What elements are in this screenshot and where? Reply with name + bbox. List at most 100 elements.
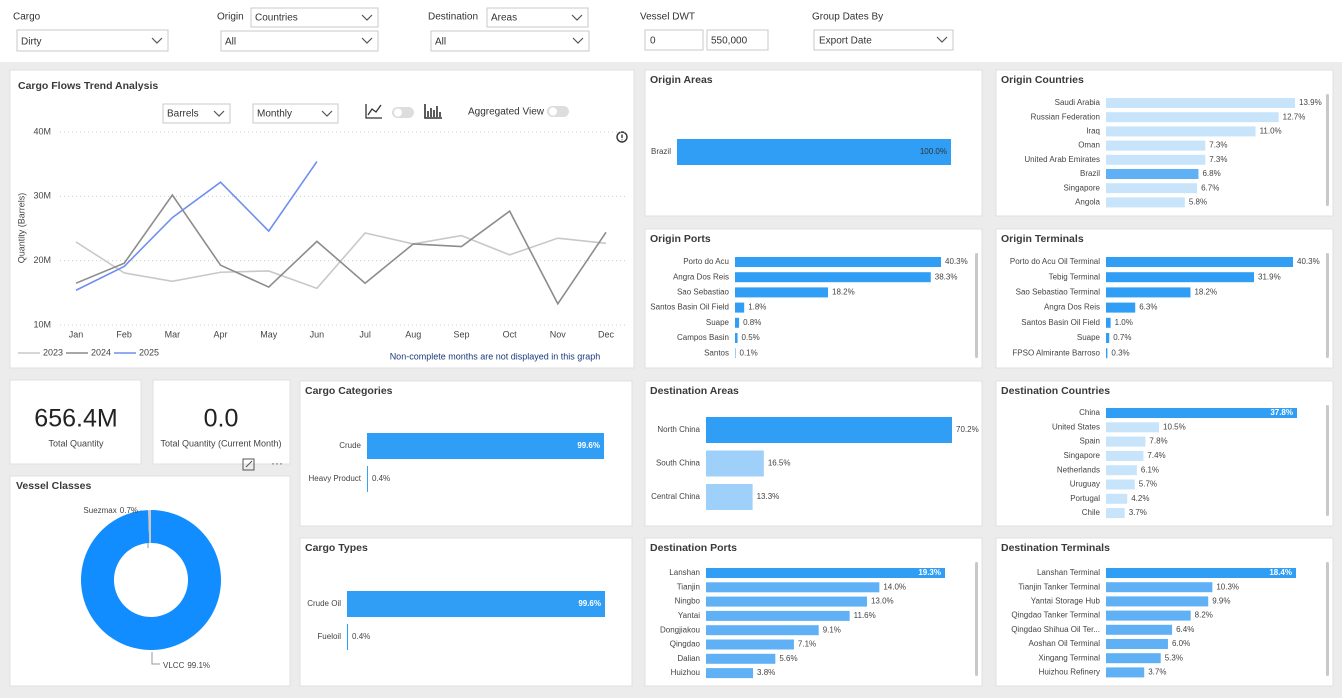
dropdown[interactable] (220, 30, 379, 52)
category-label: Xingang Terminal (1038, 653, 1100, 662)
value-label: 10.3% (1216, 582, 1239, 591)
dropdown[interactable] (430, 30, 590, 52)
x-tick-label: Feb (116, 329, 132, 339)
bar (735, 272, 931, 283)
legend-label: 2024 (91, 347, 111, 357)
scrollbar[interactable] (1326, 94, 1329, 206)
dropdown-value: Areas (491, 13, 517, 24)
dropdown[interactable] (252, 103, 339, 124)
panel-title: Destination Countries (1001, 385, 1110, 397)
panel-title: Destination Areas (650, 385, 739, 397)
value-label: 99.6% (577, 441, 600, 450)
more-icon[interactable]: ··· (271, 456, 283, 470)
y-tick-label: 30M (33, 191, 51, 201)
bar (1106, 183, 1198, 194)
donut-slice (147, 510, 151, 544)
dropdown[interactable] (162, 103, 231, 124)
chevron (361, 37, 373, 44)
bar (735, 257, 941, 267)
dropdown-value: Countries (255, 13, 298, 24)
panel (995, 228, 1334, 369)
value-label: 37.8% (1270, 408, 1293, 417)
bar (706, 484, 753, 510)
x-tick-label: Jan (69, 329, 84, 339)
bar (1106, 333, 1110, 343)
value-label: 3.8% (757, 668, 775, 677)
bar (367, 433, 604, 459)
bar (1106, 667, 1145, 678)
scrollbar[interactable] (1326, 405, 1329, 516)
value-label: 40.3% (945, 257, 968, 266)
bar (706, 596, 867, 607)
value-label: 14.0% (883, 582, 906, 591)
category-label: Uruguay (1070, 480, 1100, 489)
chevron (571, 14, 583, 21)
scrollbar[interactable] (975, 253, 978, 358)
input-value: 0 (650, 36, 656, 47)
value-label: 7.8% (1149, 437, 1167, 446)
scrollbar[interactable] (1326, 562, 1329, 676)
bar (1106, 154, 1206, 165)
info-icon[interactable] (616, 131, 628, 143)
panel (644, 228, 983, 369)
dropdown[interactable] (250, 7, 379, 28)
value-label: 40.3% (1297, 257, 1320, 266)
y-tick-label: 40M (33, 126, 51, 136)
dropdown-value: Dirty (21, 37, 42, 48)
series-line (75, 232, 607, 290)
value-label: 13.9% (1299, 98, 1322, 107)
bar (1106, 582, 1213, 593)
value-label: 3.7% (1148, 668, 1166, 677)
category-label: Huizhou (671, 668, 700, 677)
category-label: Tianjin Tanker Terminal (1018, 582, 1100, 591)
bar (1106, 624, 1173, 635)
dropdown[interactable] (486, 7, 589, 28)
category-label: United States (1052, 422, 1100, 431)
category-label: Brazil (651, 147, 671, 156)
scrollbar[interactable] (1326, 253, 1329, 358)
category-label: Angola (1075, 198, 1100, 207)
category-label: South China (656, 459, 701, 468)
legend-label: 2023 (43, 347, 63, 357)
bar (706, 639, 794, 650)
chevron (321, 110, 333, 117)
category-label: Sao Sebastiao (677, 288, 730, 297)
scrollbar[interactable] (975, 562, 978, 676)
kpi-label: Total Quantity (Current Month) (160, 438, 281, 448)
value-label: 0.3% (1111, 348, 1129, 357)
number-input[interactable] (706, 29, 769, 51)
value-label: 11.0% (1260, 127, 1282, 136)
value-label: 13.3% (757, 492, 780, 501)
chevron (936, 36, 948, 43)
expand-icon[interactable] (242, 458, 255, 471)
value-label: 3.7% (1129, 508, 1147, 517)
kpi-card (152, 379, 291, 465)
category-label: Russian Federation (1031, 112, 1100, 121)
category-label: Netherlands (1057, 465, 1100, 474)
x-tick-label: Jul (359, 329, 371, 339)
value-label: 70.2% (956, 425, 979, 434)
value-label: 18.2% (1194, 288, 1217, 297)
x-tick-label: Sep (453, 329, 469, 339)
bar (1106, 436, 1146, 447)
category-label: Tebig Terminal (1049, 272, 1101, 281)
series-line (75, 161, 318, 291)
category-label: Suape (706, 318, 730, 327)
bar (1106, 610, 1191, 621)
category-label: Suape (1077, 333, 1101, 342)
value-label: 100.0% (920, 147, 947, 156)
value-label: 8.2% (1195, 611, 1213, 620)
number-input[interactable] (644, 29, 704, 51)
dropdown[interactable] (813, 29, 954, 51)
value-label: 12.7% (1283, 112, 1306, 121)
x-tick-label: Jun (310, 329, 325, 339)
bar-icon[interactable] (424, 104, 442, 119)
bar (735, 302, 745, 313)
panel (995, 380, 1334, 527)
x-tick-label: Apr (214, 329, 228, 339)
line-icon[interactable] (365, 104, 382, 119)
dropdown-value: Export Date (819, 36, 872, 47)
category-label: Crude Oil (307, 599, 341, 608)
input-value: 550,000 (711, 36, 748, 47)
dropdown[interactable] (16, 29, 169, 52)
